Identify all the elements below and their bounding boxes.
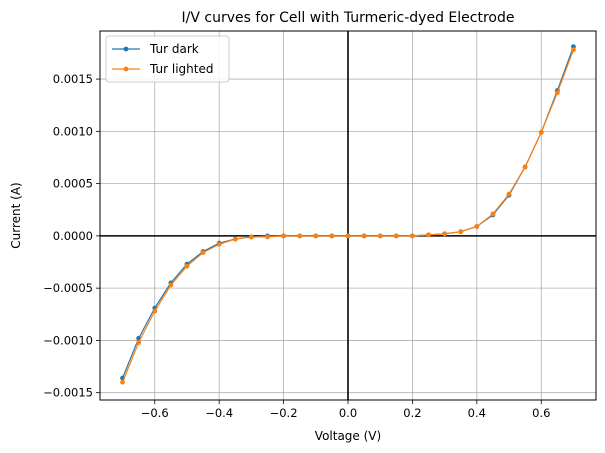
legend: Tur dark Tur lighted xyxy=(105,35,230,83)
data-point xyxy=(232,236,238,242)
data-point xyxy=(410,233,415,239)
data-point xyxy=(442,231,448,237)
x-tick-label: −0.2 xyxy=(270,406,298,420)
data-point xyxy=(571,47,576,53)
legend-label: Tur dark xyxy=(149,42,199,56)
data-point xyxy=(490,211,496,217)
y-tick-label: −0.0005 xyxy=(43,281,93,295)
x-tick-label: 0.0 xyxy=(339,406,357,420)
series-layer xyxy=(120,44,576,385)
y-axis-label: Current (A) xyxy=(9,182,23,248)
x-axis-label: Voltage (V) xyxy=(315,429,381,443)
data-point xyxy=(265,234,270,240)
data-point xyxy=(474,224,480,229)
data-point xyxy=(538,129,544,135)
legend-entry: Tur dark xyxy=(112,42,199,56)
data-point xyxy=(426,232,431,238)
data-point xyxy=(458,229,464,235)
legend-label: Tur lighted xyxy=(149,62,213,76)
data-point xyxy=(313,233,319,239)
x-tick-label: −0.6 xyxy=(141,406,169,420)
y-tick-label: 0.0015 xyxy=(53,72,93,86)
data-point xyxy=(184,263,190,269)
legend-marker xyxy=(123,46,129,52)
data-point xyxy=(554,90,560,96)
y-tick-label: 0.0000 xyxy=(53,229,93,243)
series-tur-lighted xyxy=(120,47,576,385)
y-tick-label: −0.0015 xyxy=(43,386,93,400)
data-point xyxy=(120,379,125,385)
data-point xyxy=(281,233,286,239)
data-point xyxy=(248,234,254,240)
data-point xyxy=(377,233,383,239)
x-tick-label: 0.6 xyxy=(532,406,550,420)
data-point xyxy=(152,308,158,314)
data-point xyxy=(393,233,399,239)
x-tick-label: 0.2 xyxy=(403,406,421,420)
data-point xyxy=(522,164,528,170)
legend-box xyxy=(105,35,230,83)
data-point xyxy=(329,233,335,239)
data-point xyxy=(216,241,222,247)
y-axis-ticks: −0.0015 −0.0010 −0.0005 0.0000 0.0005 0.0010 0… xyxy=(43,72,100,400)
legend-marker xyxy=(123,66,129,72)
x-tick-label: −0.4 xyxy=(205,406,233,420)
data-point xyxy=(136,340,142,345)
data-point xyxy=(297,233,303,239)
data-point xyxy=(200,250,206,256)
data-point xyxy=(506,191,512,197)
y-tick-label: 0.0005 xyxy=(53,177,93,191)
y-tick-label: 0.0010 xyxy=(53,124,93,138)
data-point xyxy=(345,233,351,239)
data-point xyxy=(168,282,174,288)
chart-title: I/V curves for Cell with Turmeric-dyed E… xyxy=(182,10,515,26)
legend-entry: Tur lighted xyxy=(112,62,213,76)
x-axis-ticks: −0.6 −0.4 −0.2 0.0 0.2 0.4 0.6 xyxy=(141,400,550,420)
y-tick-label: −0.0010 xyxy=(43,333,93,347)
data-point xyxy=(361,233,367,239)
x-tick-label: 0.4 xyxy=(468,406,486,420)
zero-lines xyxy=(100,31,596,400)
